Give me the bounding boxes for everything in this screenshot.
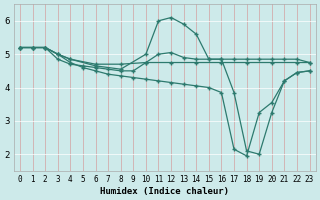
- X-axis label: Humidex (Indice chaleur): Humidex (Indice chaleur): [100, 187, 229, 196]
